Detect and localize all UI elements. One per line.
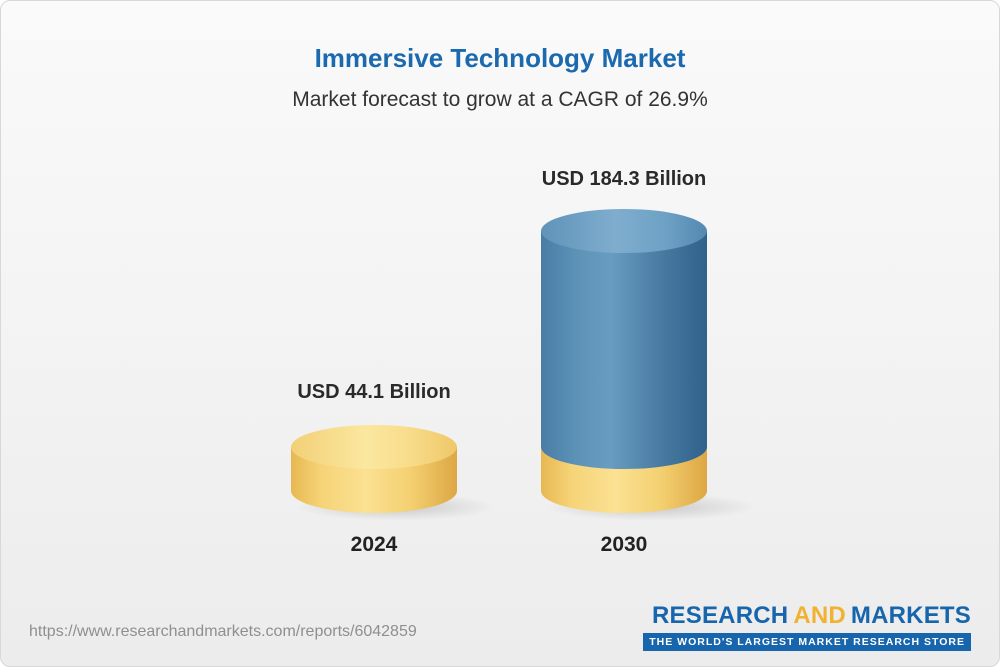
page-title: Immersive Technology Market — [314, 43, 686, 73]
report-url: https://www.researchandmarkets.com/repor… — [29, 623, 417, 640]
logo-word-research: RESEARCH — [652, 602, 789, 629]
cylinder-cap-yellow — [291, 425, 457, 469]
cylinder-cap-blue — [541, 209, 707, 253]
cylinder-body-blue — [541, 231, 707, 469]
logo-wordmark: RESEARCH AND MARKETS — [643, 602, 971, 630]
category-label-2030: 2030 — [600, 533, 648, 556]
chart-subtitle: Market forecast to grow at a CAGR of 26.… — [292, 88, 708, 111]
value-label-2030: USD 184.3 Billion — [541, 168, 707, 190]
bar-2024-cylinder — [291, 425, 457, 513]
logo-tagline: THE WORLD'S LARGEST MARKET RESEARCH STOR… — [643, 633, 971, 651]
bar-2030-cylinder — [541, 209, 707, 513]
research-and-markets-logo: RESEARCH AND MARKETS THE WORLD'S LARGEST M… — [643, 602, 971, 651]
category-label-2024: 2024 — [350, 533, 398, 556]
logo-word-markets: MARKETS — [850, 602, 971, 629]
logo-word-and: AND — [793, 602, 846, 629]
value-label-2024: USD 44.1 Billion — [297, 381, 451, 403]
